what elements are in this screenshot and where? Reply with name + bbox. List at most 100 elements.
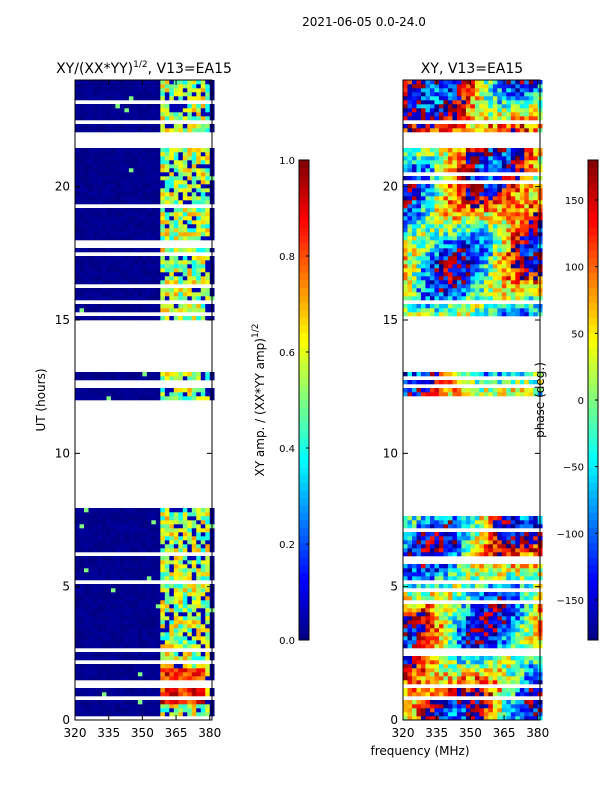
amplitude-colorbar-gradient-step	[299, 212, 309, 221]
phase-heatmap-cell	[506, 592, 512, 597]
amplitude-heatmap-cell	[205, 612, 211, 617]
amplitude-heatmap-cell	[110, 588, 116, 593]
amplitude-heatmap-cell	[83, 196, 89, 201]
phase-heatmap-cell	[452, 704, 458, 709]
amplitude-heatmap-cell	[101, 104, 107, 109]
amplitude-heatmap-cell	[196, 296, 202, 301]
phase-heatmap-cell	[429, 268, 435, 273]
phase-heatmap-cell	[411, 656, 417, 661]
amplitude-colorbar-gradient-step	[299, 512, 309, 521]
phase-heatmap-cell	[470, 700, 476, 705]
amplitude-heatmap-cell	[128, 96, 134, 101]
amplitude-heatmap-cell	[79, 236, 85, 241]
amplitude-heatmap-cell	[101, 704, 107, 709]
amplitude-heatmap-cell	[92, 688, 98, 693]
phase-heatmap-cell	[470, 280, 476, 285]
amplitude-heatmap-cell	[164, 276, 170, 281]
amplitude-heatmap-cell	[169, 152, 175, 157]
phase-heatmap-cell	[524, 644, 530, 649]
amplitude-heatmap-cell	[137, 260, 143, 265]
amplitude-heatmap-cell	[191, 280, 197, 285]
amplitude-heatmap-cell	[191, 656, 197, 661]
phase-heatmap-cell	[403, 660, 408, 665]
amplitude-heatmap-cell	[169, 256, 175, 261]
phase-heatmap-cell	[501, 280, 507, 285]
amplitude-heatmap-cell	[88, 600, 94, 605]
amplitude-heatmap-cell	[92, 568, 98, 573]
phase-heatmap-cell	[438, 700, 444, 705]
amplitude-heatmap-cell	[205, 536, 211, 541]
amplitude-heatmap-cell	[88, 212, 94, 217]
phase-heatmap-cell	[533, 616, 539, 621]
phase-heatmap-cell	[452, 660, 458, 665]
phase-heatmap-cell	[434, 544, 440, 549]
amplitude-heatmap-cell	[75, 220, 80, 225]
phase-heatmap-cell	[411, 608, 417, 613]
amplitude-heatmap-cell	[169, 520, 175, 525]
amplitude-heatmap-cell	[92, 652, 98, 657]
amplitude-heatmap-cell	[124, 612, 130, 617]
amplitude-heatmap-cell	[75, 216, 80, 221]
amplitude-heatmap-cell	[196, 224, 202, 229]
amplitude-heatmap-cell	[106, 188, 112, 193]
phase-heatmap-cell	[429, 296, 435, 301]
amplitude-heatmap-cell	[169, 248, 175, 253]
phase-heatmap-cell	[465, 292, 471, 297]
phase-heatmap-cell	[420, 668, 426, 673]
amplitude-heatmap-cell	[187, 216, 193, 221]
amplitude-heatmap-cell	[79, 512, 85, 517]
phase-heatmap-cell	[479, 520, 485, 525]
amplitude-colorbar-gradient-step	[299, 220, 309, 228]
phase-heatmap-cell	[461, 296, 467, 301]
phase-heatmap-cell	[461, 540, 467, 545]
amplitude-heatmap-cell	[169, 536, 175, 541]
amplitude-heatmap-cell	[75, 92, 80, 97]
amplitude-heatmap-cell	[191, 632, 197, 637]
amplitude-heatmap-cell	[115, 232, 121, 237]
amplitude-heatmap-cell	[164, 156, 170, 161]
amplitude-heatmap-cell	[191, 272, 197, 277]
amplitude-heatmap-cell	[137, 548, 143, 553]
phase-heatmap-cell	[492, 624, 498, 629]
amplitude-heatmap-cell	[115, 276, 121, 281]
amplitude-heatmap-cell	[160, 188, 166, 193]
amplitude-heatmap-cell	[101, 292, 107, 297]
phase-heatmap-cell	[407, 272, 413, 277]
amplitude-heatmap-cell	[97, 516, 103, 521]
phase-heatmap-cell	[425, 612, 431, 617]
phase-heatmap-cell	[474, 296, 480, 301]
phase-heatmap-cell	[479, 536, 485, 541]
phase-heatmap-cell	[403, 520, 408, 525]
amplitude-heatmap-cell	[133, 256, 139, 261]
phase-heatmap-cell	[488, 636, 494, 641]
amplitude-heatmap-cell	[128, 272, 134, 277]
amplitude-heatmap-cell	[106, 604, 112, 609]
amplitude-heatmap-cell	[83, 156, 89, 161]
amplitude-heatmap-cell	[137, 116, 143, 121]
amplitude-heatmap-cell	[92, 524, 98, 529]
amplitude-heatmap-cell	[115, 156, 121, 161]
phase-heatmap-cell	[524, 296, 530, 301]
amplitude-heatmap-cell	[137, 220, 143, 225]
phase-heatmap-cell	[403, 644, 408, 649]
amplitude-heatmap-cell	[178, 656, 184, 661]
amplitude-heatmap-cell	[83, 180, 89, 185]
phase-heatmap-cell	[416, 656, 422, 661]
phase-heatmap-cell	[524, 380, 530, 385]
amplitude-heatmap-cell	[196, 196, 202, 201]
amplitude-heatmap-ytick-label: 20	[55, 180, 70, 194]
amplitude-heatmap-cell	[169, 272, 175, 277]
amplitude-heatmap-cell	[124, 644, 130, 649]
amplitude-heatmap-cell	[101, 88, 107, 93]
phase-heatmap-cell	[528, 688, 534, 693]
amplitude-heatmap-cell	[83, 308, 89, 313]
phase-heatmap-cell	[429, 712, 435, 717]
phase-heatmap-cell	[528, 712, 534, 717]
amplitude-heatmap-cell	[88, 592, 94, 597]
phase-heatmap-cell	[497, 568, 503, 573]
phase-heatmap-cell	[420, 540, 426, 545]
amplitude-heatmap-cell	[79, 712, 85, 717]
phase-heatmap-cell	[461, 716, 467, 721]
phase-heatmap-cell	[492, 664, 498, 669]
